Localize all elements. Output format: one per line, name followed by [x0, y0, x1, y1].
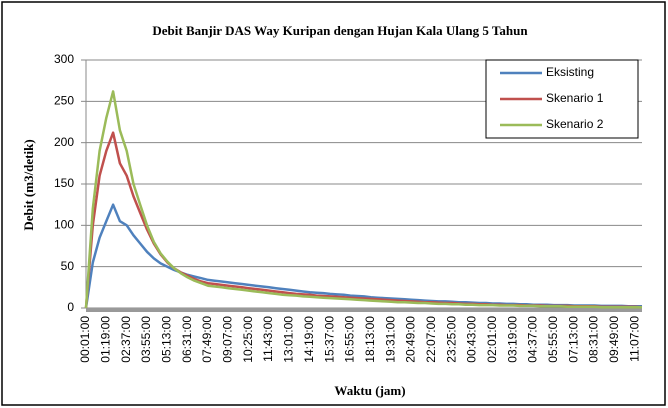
x-tick-label: 01:19:00	[99, 316, 113, 363]
x-tick-label: 00:43:00	[465, 316, 479, 363]
x-tick-label: 11:07:00	[627, 316, 641, 362]
x-tick-label: 02:37:00	[119, 316, 133, 363]
y-tick-label: 150	[54, 176, 74, 190]
y-tick-label: 100	[54, 218, 74, 232]
x-tick-label: 03:19:00	[505, 316, 519, 363]
series-line	[84, 90, 642, 309]
x-tick-label: 02:01:00	[485, 316, 499, 363]
x-tick-label: 19:31:00	[383, 316, 397, 363]
x-tick-label: 18:13:00	[363, 316, 377, 363]
x-tick-label: 13:01:00	[282, 316, 296, 363]
x-tick-label: 09:49:00	[607, 316, 621, 363]
legend-label: Skenario 1	[546, 91, 604, 105]
x-tick-label: 10:25:00	[241, 316, 255, 363]
x-tick-label: 06:31:00	[180, 316, 194, 363]
x-tick-label: 04:37:00	[526, 316, 540, 363]
x-tick-label: 22:07:00	[424, 316, 438, 363]
x-tick-label: 16:55:00	[343, 316, 357, 363]
x-axis-title: Waktu (jam)	[334, 383, 405, 398]
y-tick-label: 200	[54, 135, 74, 149]
legend-label: Skenario 2	[546, 117, 604, 131]
x-tick-label: 15:37:00	[322, 316, 336, 363]
y-tick-label: 0	[67, 300, 74, 314]
x-tick-label: 07:13:00	[566, 316, 580, 363]
x-tick-label: 00:01:00	[78, 316, 92, 363]
y-axis-title: Debit (m3/detik)	[21, 139, 36, 230]
y-tick-label: 50	[61, 259, 75, 273]
x-tick-label: 05:55:00	[546, 316, 560, 363]
x-tick-label: 03:55:00	[139, 316, 153, 363]
x-tick-label: 20:49:00	[404, 316, 418, 363]
x-tick-label: 07:49:00	[200, 316, 214, 363]
x-tick-label: 14:19:00	[302, 316, 316, 363]
x-tick-label: 08:31:00	[587, 316, 601, 363]
x-tick-label: 09:07:00	[221, 316, 235, 363]
x-tick-label: 23:25:00	[444, 316, 458, 363]
x-tick-label: 11:43:00	[261, 316, 275, 362]
x-tick-label: 05:13:00	[160, 316, 174, 363]
y-tick-label: 250	[54, 94, 74, 108]
chart-title: Debit Banjir DAS Way Kuripan dengan Huja…	[152, 23, 528, 38]
legend-label: Eksisting	[546, 65, 594, 79]
y-tick-label: 300	[54, 52, 74, 66]
